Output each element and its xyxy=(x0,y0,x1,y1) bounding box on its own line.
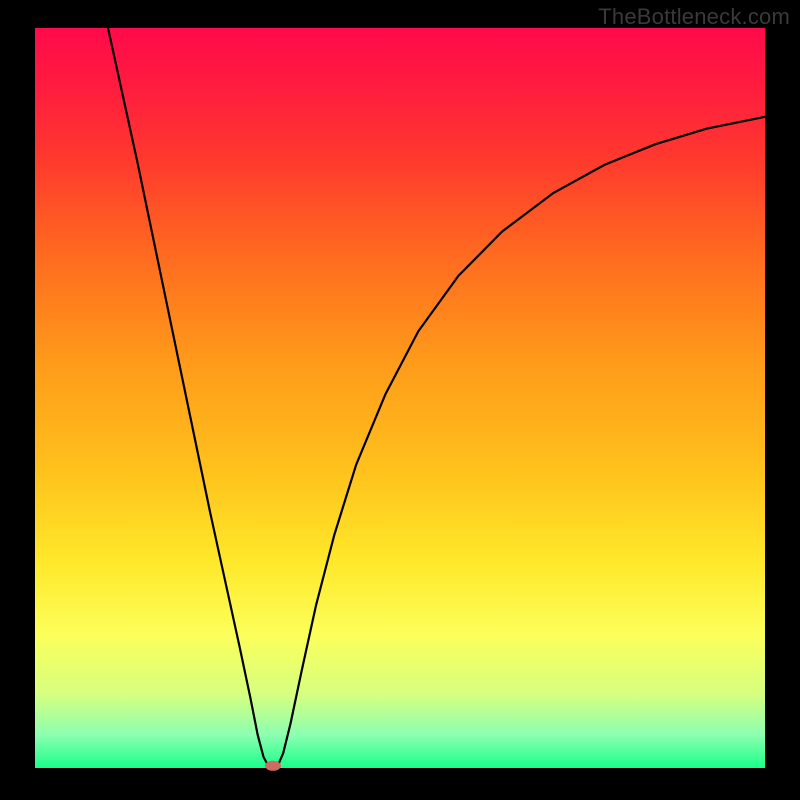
bottleneck-chart xyxy=(0,0,800,800)
watermark-text: TheBottleneck.com xyxy=(598,4,790,30)
chart-frame: TheBottleneck.com xyxy=(0,0,800,800)
minimum-marker xyxy=(265,761,281,771)
plot-background xyxy=(35,28,765,768)
